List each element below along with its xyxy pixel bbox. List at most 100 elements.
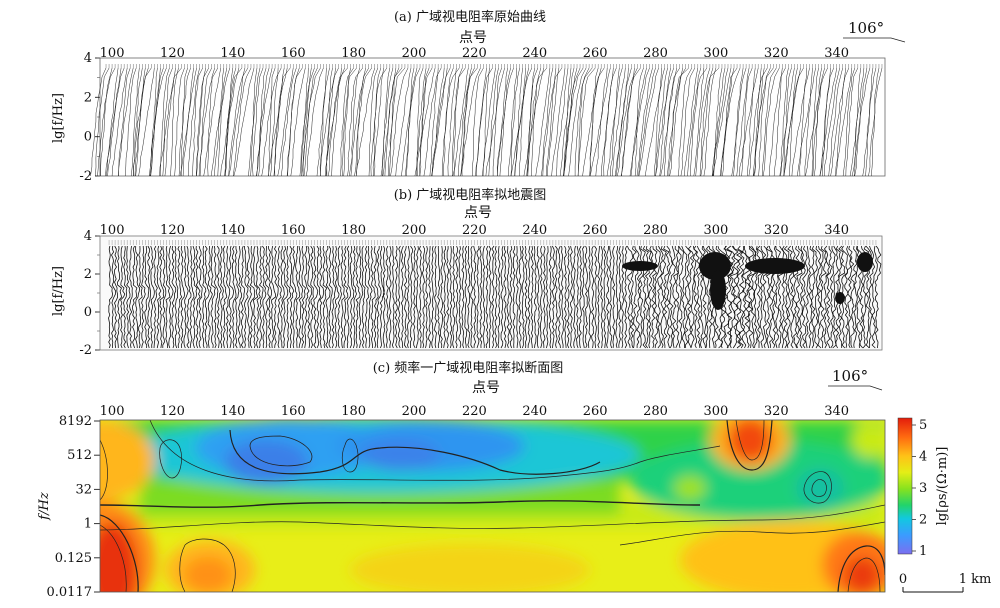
colorbar-tick-label: 2 xyxy=(919,513,927,528)
y-tick-label: 512 xyxy=(67,448,92,463)
sounding-curve xyxy=(712,67,729,177)
seismic-trace xyxy=(850,245,858,349)
sounding-curve xyxy=(214,67,225,177)
sounding-curve xyxy=(783,67,792,177)
anomaly-blob xyxy=(857,252,873,272)
seismic-trace xyxy=(192,245,198,349)
sounding-curve xyxy=(164,67,182,177)
sounding-curve xyxy=(225,67,237,177)
sounding-curve xyxy=(630,67,650,177)
seismic-trace xyxy=(385,245,389,349)
seismic-trace xyxy=(252,245,259,349)
x-tick-label: 120 xyxy=(160,404,185,419)
x-tick-label: 120 xyxy=(160,46,185,61)
seismic-trace xyxy=(219,245,224,349)
seismic-trace xyxy=(500,245,504,349)
sounding-curve xyxy=(443,67,454,177)
sounding-curve xyxy=(210,67,231,177)
seismic-trace xyxy=(216,245,222,349)
seismic-trace xyxy=(666,245,673,349)
seismic-trace xyxy=(805,245,811,349)
x-tick-label: 100 xyxy=(100,404,125,419)
sounding-curve xyxy=(343,67,351,177)
sounding-curve xyxy=(822,67,834,177)
panel-b-ylabel: lg[f/Hz] xyxy=(51,266,66,316)
seismic-trace xyxy=(458,245,462,349)
seismic-trace xyxy=(874,245,882,349)
sounding-curve xyxy=(390,67,409,177)
seismic-trace xyxy=(467,246,471,349)
seismic-trace xyxy=(391,245,395,349)
seismic-trace xyxy=(518,245,522,349)
sounding-curve xyxy=(678,67,692,177)
sounding-curve xyxy=(568,67,587,177)
panel-c-heatmap xyxy=(100,420,885,592)
x-tick-label: 320 xyxy=(764,223,789,238)
seismic-trace xyxy=(437,246,441,349)
sounding-curve xyxy=(431,67,451,177)
sounding-curve xyxy=(258,67,267,177)
x-tick-label: 100 xyxy=(100,223,125,238)
x-tick-label: 140 xyxy=(220,223,245,238)
sounding-curve xyxy=(419,67,433,177)
sounding-curve xyxy=(813,67,822,177)
seismic-trace xyxy=(536,245,540,349)
seismic-trace xyxy=(138,245,143,349)
sounding-curve xyxy=(192,67,203,177)
seismic-trace xyxy=(832,245,839,349)
sounding-curve xyxy=(277,67,294,177)
sounding-curve xyxy=(482,67,490,177)
seismic-trace xyxy=(262,245,267,349)
seismic-trace xyxy=(512,245,516,349)
sounding-curve xyxy=(475,67,493,177)
panel-c-yticks: 8192 512 32 1 0.125 0.0117 xyxy=(47,414,100,600)
seismic-trace xyxy=(201,245,207,349)
sounding-curve xyxy=(350,67,360,177)
seismic-trace xyxy=(591,245,595,349)
sounding-curve xyxy=(268,67,276,176)
seismic-trace xyxy=(606,246,610,349)
sounding-curve xyxy=(574,67,593,176)
heatmap-field xyxy=(100,420,885,592)
x-tick-label: 140 xyxy=(220,404,245,419)
sounding-curve xyxy=(617,67,638,177)
seismic-trace xyxy=(210,245,216,349)
sounding-curve xyxy=(404,67,421,177)
seismic-trace xyxy=(572,245,576,349)
sounding-curve xyxy=(739,67,759,177)
scale-bar-start: 0 xyxy=(899,572,907,587)
x-tick-label: 280 xyxy=(643,223,668,238)
x-tick-label: 160 xyxy=(281,46,306,61)
sounding-curve xyxy=(389,67,406,177)
x-tick-label: 300 xyxy=(704,404,729,419)
sounding-curve xyxy=(527,67,539,177)
scale-bar: 0 1 km xyxy=(899,572,992,593)
seismic-trace xyxy=(588,245,592,349)
seismic-trace xyxy=(624,245,628,349)
sounding-curve xyxy=(590,67,611,177)
seismic-trace xyxy=(409,245,413,349)
panel-c-frame xyxy=(99,419,886,593)
sounding-curve xyxy=(719,67,741,177)
sounding-curve xyxy=(514,67,523,177)
sounding-curve xyxy=(514,67,533,177)
seismic-trace xyxy=(141,245,146,349)
seismic-trace xyxy=(841,245,848,349)
seismic-trace xyxy=(168,245,174,349)
seismic-trace xyxy=(654,245,661,349)
seismic-trace xyxy=(349,245,355,349)
panel-a-curves xyxy=(90,64,883,177)
seismic-trace xyxy=(603,245,607,349)
x-tick-label: 200 xyxy=(402,404,427,419)
sounding-curve xyxy=(452,67,466,177)
sounding-curve xyxy=(797,67,816,177)
sounding-curve xyxy=(261,67,282,177)
sounding-curve xyxy=(159,67,176,177)
sounding-curve xyxy=(523,67,545,177)
sounding-curve xyxy=(138,67,155,177)
seismic-trace xyxy=(871,245,878,349)
scale-bar-end: 1 km xyxy=(959,572,992,587)
colorbar-ticks: 1 2 3 4 5 xyxy=(912,418,927,559)
y-tick-label: -2 xyxy=(79,169,92,184)
